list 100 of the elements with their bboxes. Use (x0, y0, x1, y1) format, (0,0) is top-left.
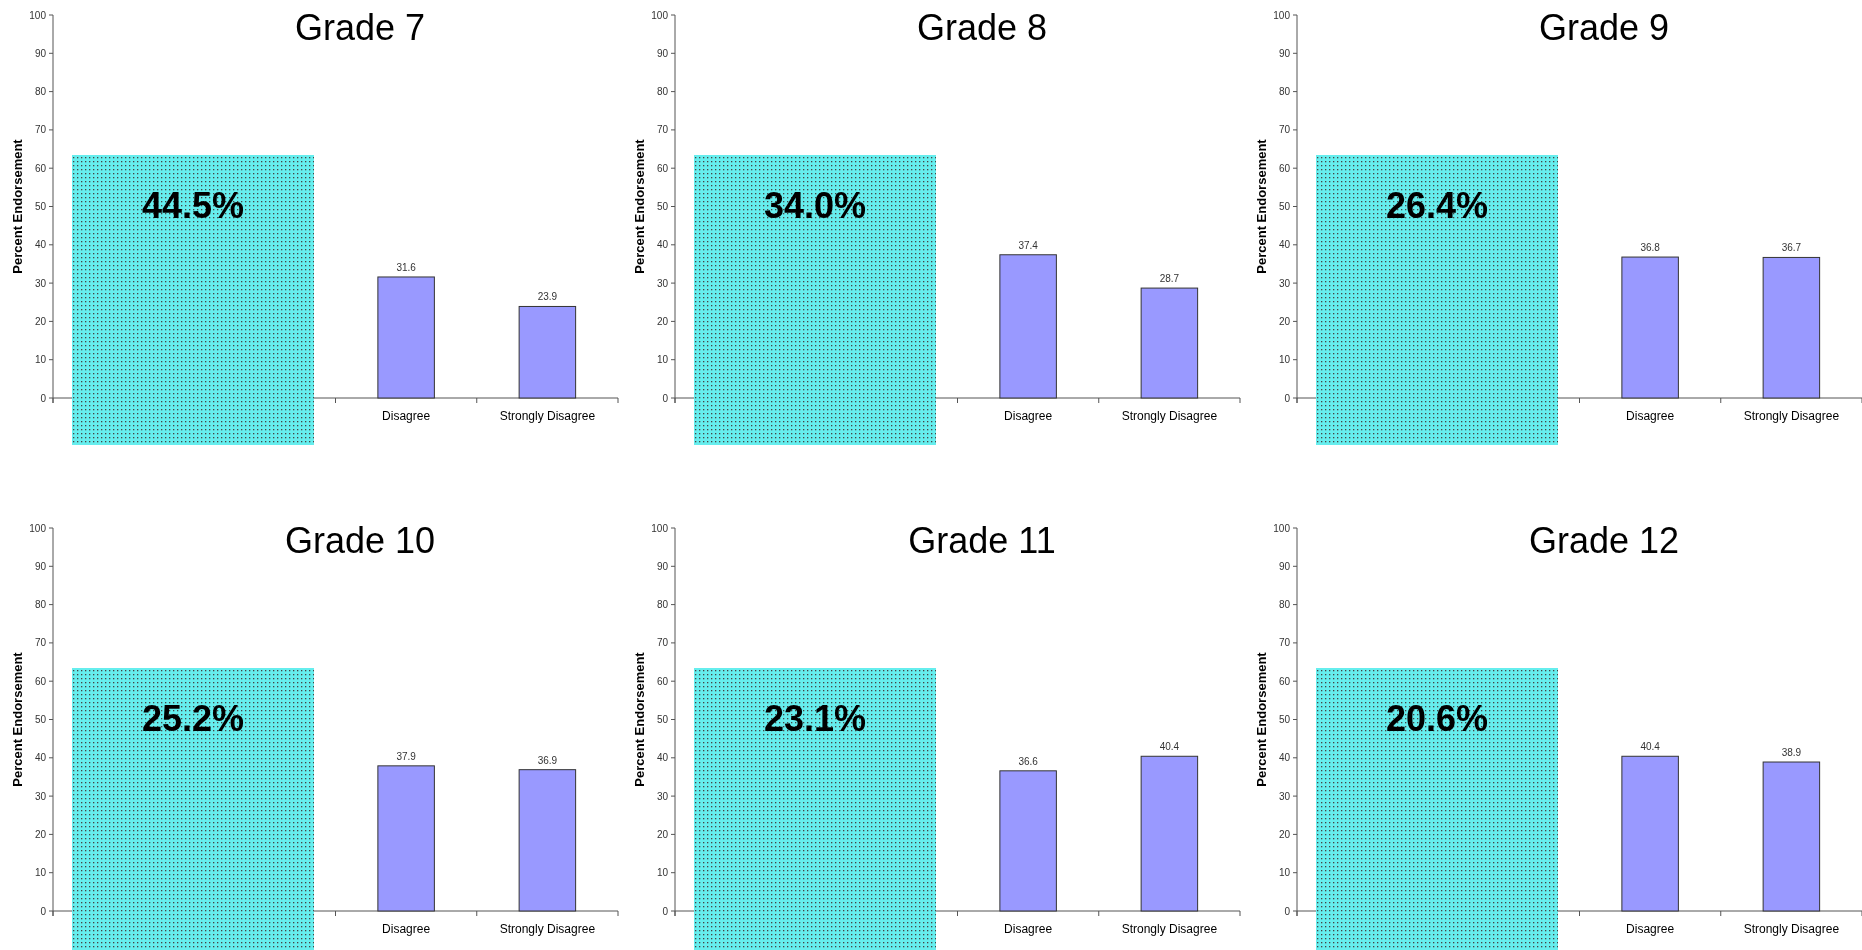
data-label: 40.4 (1640, 741, 1661, 753)
y-tick-label: 80 (656, 599, 669, 611)
y-tick-label: 10 (1278, 867, 1291, 879)
y-tick-label: 60 (34, 675, 47, 687)
y-tick-label: 60 (1278, 675, 1291, 687)
y-tick-label: 60 (656, 675, 669, 687)
y-tick-label: 60 (1278, 162, 1291, 174)
annotation: 23.1% (763, 697, 867, 739)
x-tick-label: Strongly Disagree (499, 922, 596, 936)
x-tick-label: Strongly Disagree (1743, 409, 1840, 423)
y-tick-label: 20 (656, 315, 669, 327)
y-tick-label: 10 (34, 354, 47, 366)
y-axis-title: Percent Endorsement (10, 651, 25, 787)
y-tick-label: 10 (34, 867, 47, 879)
y-tick-label: 90 (656, 47, 669, 59)
y-tick-label: 0 (1284, 392, 1291, 404)
data-label: 36.7 (1781, 242, 1802, 254)
annotation: 44.5% (141, 184, 245, 226)
x-tick-label: Disagree (1626, 922, 1675, 936)
y-tick-label: 70 (34, 124, 47, 136)
y-tick-label: 30 (1278, 277, 1291, 289)
y-tick-label: 20 (1278, 828, 1291, 840)
y-tick-label: 90 (1278, 560, 1291, 572)
y-tick-label: 100 (1273, 522, 1291, 534)
y-tick-label: 30 (656, 277, 669, 289)
data-label: 36.8 (1640, 242, 1661, 254)
y-tick-label: 60 (656, 162, 669, 174)
annotation: 34.0% (763, 184, 867, 226)
data-label: 37.9 (396, 750, 417, 762)
data-label: 36.9 (537, 754, 558, 766)
y-tick-label: 0 (662, 905, 669, 917)
chart-title: Grade 10 (284, 520, 436, 561)
y-tick-label: 80 (1278, 86, 1291, 98)
x-tick-label: Strongly Disagree (499, 409, 596, 423)
y-tick-label: 10 (656, 354, 669, 366)
y-tick-label: 90 (656, 560, 669, 572)
chart-title: Grade 8 (916, 7, 1048, 48)
data-label: 38.9 (1781, 747, 1802, 759)
y-tick-label: 30 (34, 790, 47, 802)
y-tick-label: 40 (1278, 752, 1291, 764)
y-axis-title: Percent Endorsement (632, 138, 647, 274)
y-tick-label: 80 (656, 86, 669, 98)
y-tick-label: 70 (34, 637, 47, 649)
y-tick-label: 50 (34, 714, 47, 725)
y-tick-label: 10 (1278, 354, 1291, 366)
y-tick-label: 50 (656, 201, 669, 212)
y-tick-label: 20 (1278, 315, 1291, 327)
data-label: 23.9 (537, 291, 558, 303)
y-tick-label: 30 (34, 277, 47, 289)
y-tick-label: 0 (40, 392, 47, 404)
x-tick-label: Strongly Disagree (1743, 922, 1840, 936)
y-tick-label: 80 (1278, 599, 1291, 611)
y-tick-label: 50 (656, 714, 669, 725)
x-tick-label: Disagree (1004, 922, 1053, 936)
y-tick-label: 50 (1278, 201, 1291, 212)
y-tick-label: 100 (651, 522, 669, 534)
y-axis-title: Percent Endorsement (1254, 138, 1269, 274)
annotation: 20.6% (1385, 697, 1489, 739)
y-tick-label: 90 (1278, 47, 1291, 59)
y-tick-label: 100 (651, 9, 669, 21)
x-tick-label: Strongly Disagree (1121, 922, 1218, 936)
y-tick-label: 20 (656, 828, 669, 840)
data-label: 37.4 (1018, 239, 1039, 251)
y-tick-label: 70 (1278, 637, 1291, 649)
data-label: 28.7 (1159, 273, 1180, 285)
chart-title: Grade 12 (1528, 520, 1680, 561)
data-label: 36.6 (1018, 755, 1039, 767)
annotation: 26.4% (1385, 184, 1489, 226)
y-tick-label: 60 (34, 162, 47, 174)
y-tick-label: 70 (656, 124, 669, 136)
y-tick-label: 50 (34, 201, 47, 212)
y-tick-label: 80 (34, 86, 47, 98)
y-tick-label: 40 (34, 752, 47, 764)
y-tick-label: 0 (662, 392, 669, 404)
y-tick-label: 50 (1278, 714, 1291, 725)
x-tick-label: Strongly Disagree (1121, 409, 1218, 423)
y-tick-label: 80 (34, 599, 47, 611)
y-tick-label: 40 (34, 239, 47, 251)
y-tick-label: 100 (29, 522, 47, 534)
x-tick-label: Disagree (1626, 409, 1675, 423)
y-tick-label: 20 (34, 315, 47, 327)
y-tick-label: 90 (34, 47, 47, 59)
y-axis-title: Percent Endorsement (632, 651, 647, 787)
y-tick-label: 30 (1278, 790, 1291, 802)
y-axis-title: Percent Endorsement (1254, 651, 1269, 787)
y-tick-label: 90 (34, 560, 47, 572)
x-tick-label: Disagree (382, 409, 431, 423)
chart-title: Grade 11 (908, 520, 1056, 561)
y-tick-label: 40 (656, 752, 669, 764)
y-tick-label: 70 (656, 637, 669, 649)
y-tick-label: 40 (656, 239, 669, 251)
y-tick-label: 40 (1278, 239, 1291, 251)
x-tick-label: Disagree (1004, 409, 1053, 423)
annotation: 25.2% (141, 697, 245, 739)
chart-title: Grade 9 (1538, 7, 1670, 48)
y-tick-label: 0 (1284, 905, 1291, 917)
data-label: 31.6 (396, 261, 417, 273)
y-axis-title: Percent Endorsement (10, 138, 25, 274)
y-tick-label: 70 (1278, 124, 1291, 136)
y-tick-label: 100 (1273, 9, 1291, 21)
